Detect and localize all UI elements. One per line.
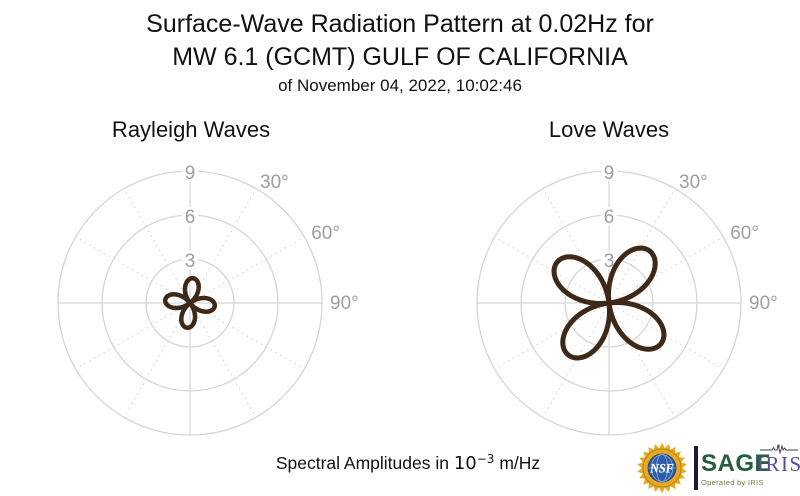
angle-tick-label: 30° [260, 172, 289, 193]
logo-separator [694, 446, 698, 490]
grid-spoke [194, 304, 305, 370]
grid-spoke [494, 236, 605, 302]
angle-tick-label: 90° [749, 293, 778, 314]
grid-spoke [613, 236, 724, 302]
radial-tick-label: 9 [604, 163, 615, 184]
title-line-2: MW 6.1 (GCMT) GULF OF CALIFORNIA [172, 43, 628, 71]
iris-logo-text: IRIS [757, 452, 800, 476]
radiation-pattern-curve [551, 245, 667, 361]
caption-base: 10 [453, 453, 477, 474]
grid-spoke [123, 307, 189, 418]
radial-tick-label: 3 [185, 251, 196, 272]
title-line-3: of November 04, 2022, 10:02:46 [278, 76, 522, 95]
grid-spoke [610, 188, 676, 299]
radial-label-mask [182, 207, 198, 226]
logo-bar: NSF SAGE Operated by IRIS IRIS [634, 440, 800, 496]
radial-label-mask [601, 207, 617, 226]
nsf-logo: NSF [637, 442, 687, 494]
figure-title: Surface-Wave Radiation Pattern at 0.02Hz… [0, 8, 800, 97]
iris-logo: IRIS [757, 444, 800, 475]
angle-tick-label: 90° [330, 293, 359, 314]
radial-label-mask [182, 163, 198, 182]
angle-tick-label: 30° [679, 172, 708, 193]
caption-prefix: Spectral Amplitudes in [275, 453, 454, 473]
polar-plot-rayleigh: 3 6 9 30° 60° 90° [57, 163, 359, 436]
grid-spoke [542, 307, 608, 418]
sage-operated-by-text: Operated by IRIS [701, 478, 764, 487]
grid-spoke [75, 304, 186, 370]
grid-spoke [191, 307, 257, 418]
angle-tick-label: 60° [730, 223, 759, 244]
radiation-pattern-curve [162, 275, 218, 331]
sage-logo: SAGE Operated by IRIS [701, 450, 772, 488]
polar-plot-love: 3 6 9 30° 60° 90° [476, 163, 778, 436]
radial-label-mask [182, 251, 198, 270]
angle-tick-label: 60° [311, 223, 340, 244]
title-line-1: Surface-Wave Radiation Pattern at 0.02Hz… [146, 10, 654, 38]
caption: Spectral Amplitudes in 10−3 m/Hz [0, 452, 800, 474]
grid-spoke [542, 188, 608, 299]
radial-label-mask [601, 163, 617, 182]
radial-tick-label: 6 [185, 207, 196, 228]
radial-tick-label: 3 [604, 251, 615, 272]
love-subplot-title: Love Waves [548, 117, 670, 142]
grid-spoke [610, 307, 676, 418]
grid-spoke [75, 236, 186, 302]
grid-spoke [194, 236, 305, 302]
radial-label-mask [601, 251, 617, 270]
radial-tick-label: 6 [604, 207, 615, 228]
grid-spoke [494, 304, 605, 370]
radial-tick-label: 9 [185, 163, 196, 184]
seismogram-icon [759, 444, 798, 454]
nsf-logo-text: NSF [649, 462, 673, 476]
grid-spoke [123, 188, 189, 299]
caption-exponent: −3 [476, 452, 495, 466]
grid-spoke [613, 304, 724, 370]
sage-logo-text: SAGE [701, 450, 772, 477]
rayleigh-subplot-title: Rayleigh Waves [111, 117, 271, 142]
grid-spoke [191, 188, 257, 299]
caption-suffix: m/Hz [494, 453, 541, 473]
